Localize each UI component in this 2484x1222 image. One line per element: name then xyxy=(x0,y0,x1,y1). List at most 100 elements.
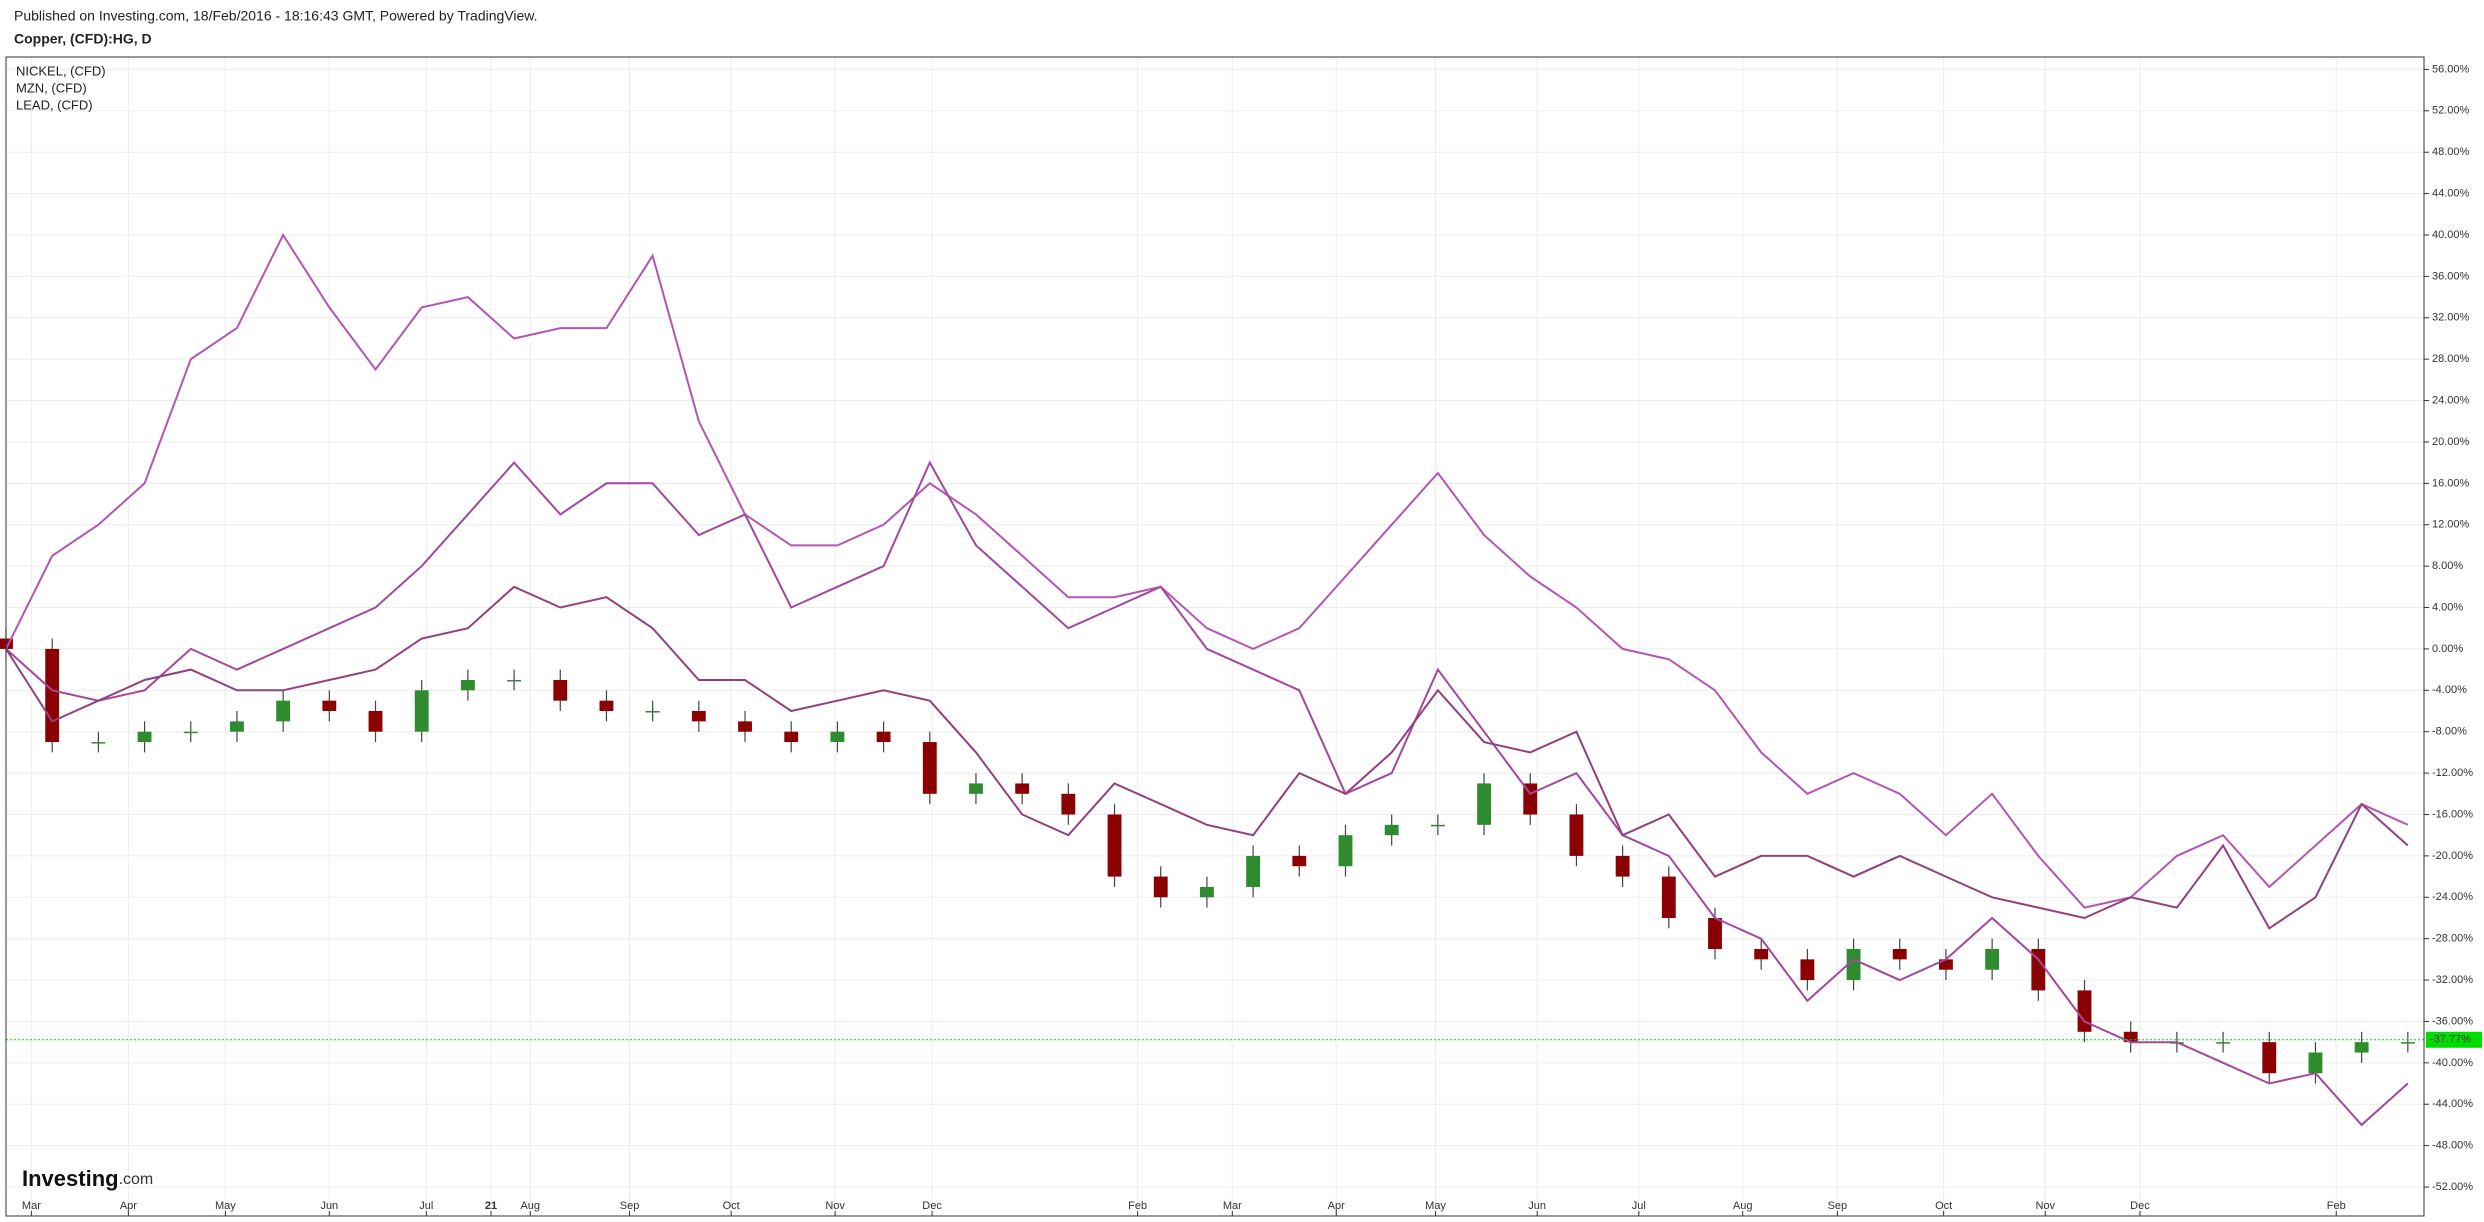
x-tick-label: Nov xyxy=(825,1200,845,1212)
last-price-label: -37.77% xyxy=(2430,1034,2471,1046)
x-tick-label: Mar xyxy=(1223,1200,1242,1212)
x-tick-label: Jun xyxy=(1528,1200,1546,1212)
candle-body xyxy=(1477,783,1491,825)
y-tick-label: 40.00% xyxy=(2432,229,2470,241)
plot-area xyxy=(0,57,2429,1216)
y-tick-label: 48.00% xyxy=(2432,146,2470,158)
y-tick-label: 4.00% xyxy=(2432,601,2463,613)
legend-entry: MZN, (CFD) xyxy=(16,80,87,95)
candle-body xyxy=(2400,1042,2415,1044)
y-tick-label: 36.00% xyxy=(2432,270,2470,282)
y-tick-label: 16.00% xyxy=(2432,477,2470,489)
candle-body xyxy=(1754,949,1769,960)
x-tick-label: Aug xyxy=(520,1200,540,1212)
candle-body xyxy=(1569,814,1584,856)
candle-body xyxy=(2216,1042,2231,1044)
x-tick-label: May xyxy=(215,1200,236,1212)
y-tick-label: -8.00% xyxy=(2432,726,2467,738)
y-tick-label: 44.00% xyxy=(2432,188,2470,200)
candle-body xyxy=(784,731,799,743)
y-tick-label: 8.00% xyxy=(2432,560,2463,572)
x-tick-label: Mar xyxy=(22,1200,41,1212)
x-tick-label: Aug xyxy=(1733,1200,1753,1212)
x-tick-label: Feb xyxy=(2327,1200,2346,1212)
candle-body xyxy=(276,700,291,722)
candle-body xyxy=(1939,959,1953,970)
y-tick-label: -36.00% xyxy=(2432,1015,2473,1027)
candle-body xyxy=(1384,824,1399,836)
y-tick-label: -52.00% xyxy=(2432,1181,2473,1193)
candle-body xyxy=(2123,1031,2138,1043)
y-tick-label: 56.00% xyxy=(2432,63,2470,75)
y-tick-label: 52.00% xyxy=(2432,105,2470,117)
y-tick-label: -24.00% xyxy=(2432,891,2473,903)
y-tick-label: -48.00% xyxy=(2432,1140,2473,1152)
y-tick-label: -32.00% xyxy=(2432,974,2473,986)
y-tick-label: 20.00% xyxy=(2432,436,2470,448)
candle-body xyxy=(1430,824,1445,827)
candle-body xyxy=(969,783,983,794)
candle-body xyxy=(460,679,475,691)
x-tick-label: Jul xyxy=(1632,1200,1646,1212)
candle-body xyxy=(738,721,752,732)
series-line xyxy=(5,460,2409,1127)
x-tick-label: Feb xyxy=(1128,1200,1147,1212)
candle-body xyxy=(1985,949,2000,970)
candle-body xyxy=(1153,876,1168,898)
y-tick-label: 28.00% xyxy=(2432,353,2470,365)
candle-body xyxy=(1800,959,1815,981)
candle-body xyxy=(91,742,106,744)
candle-body xyxy=(230,721,244,732)
y-tick-label: -44.00% xyxy=(2432,1098,2473,1110)
x-tick-label: May xyxy=(1425,1200,1446,1212)
candle-body xyxy=(830,731,845,743)
candle-body xyxy=(1107,814,1122,877)
candle-body xyxy=(507,679,522,682)
y-tick-label: -4.00% xyxy=(2432,684,2467,696)
candle-body xyxy=(1892,949,1907,960)
x-tick-label: Nov xyxy=(2035,1200,2055,1212)
candle-body xyxy=(645,711,660,713)
candle-body xyxy=(1246,855,1261,887)
plot-frame xyxy=(5,56,2425,1217)
x-tick-label: Oct xyxy=(1935,1200,1952,1212)
y-tick-label: -20.00% xyxy=(2432,850,2473,862)
candle-body xyxy=(876,731,891,743)
candle-body xyxy=(1199,886,1214,898)
y-tick-label: 32.00% xyxy=(2432,312,2470,324)
chart-title: Copper, (CFD):HG, D xyxy=(14,31,152,47)
candle-body xyxy=(414,690,429,732)
y-tick-label: -40.00% xyxy=(2432,1057,2473,1069)
candle-body xyxy=(1846,949,1861,981)
candle-body xyxy=(2031,949,2046,991)
y-tick-label: 0.00% xyxy=(2432,643,2463,655)
candle-body xyxy=(2262,1042,2277,1074)
y-tick-label: 12.00% xyxy=(2432,519,2470,531)
candle-body xyxy=(1338,835,1353,867)
header: Published on Investing.com, 18/Feb/2016 … xyxy=(14,8,538,24)
candle-body xyxy=(599,700,614,712)
candle-body xyxy=(691,711,706,722)
logo-word: Investing xyxy=(22,1166,119,1191)
legend-entry: NICKEL, (CFD) xyxy=(16,63,106,78)
y-tick-label: -28.00% xyxy=(2432,933,2473,945)
candle-body xyxy=(45,648,60,743)
candle-body xyxy=(2077,990,2092,1032)
x-tick-label: Dec xyxy=(922,1200,942,1212)
candle-body xyxy=(1292,855,1307,867)
candle-body xyxy=(2308,1052,2323,1074)
x-tick-label: Apr xyxy=(1328,1200,1345,1212)
series-line xyxy=(5,585,2409,930)
candle-body xyxy=(137,731,152,743)
y-tick-label: -16.00% xyxy=(2432,808,2473,820)
logo-suffix: .com xyxy=(119,1171,154,1188)
x-tick-label: Sep xyxy=(1828,1200,1848,1212)
candle-body xyxy=(1661,876,1676,918)
x-tick-label: Jun xyxy=(320,1200,338,1212)
candle-body xyxy=(2354,1042,2369,1053)
x-tick-label: Sep xyxy=(620,1200,640,1212)
candle-body xyxy=(183,731,198,734)
series-line xyxy=(5,232,2409,909)
candle-body xyxy=(553,679,568,701)
